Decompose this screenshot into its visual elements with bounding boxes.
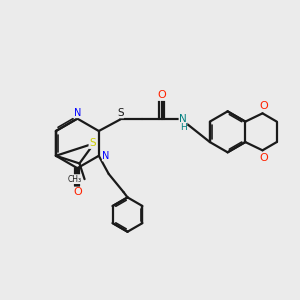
- Text: O: O: [158, 90, 167, 100]
- Text: H: H: [180, 123, 186, 132]
- Text: S: S: [89, 138, 96, 148]
- Text: O: O: [73, 187, 82, 197]
- Text: N: N: [179, 115, 187, 124]
- Text: S: S: [117, 108, 124, 118]
- Text: O: O: [260, 153, 268, 163]
- Text: N: N: [74, 108, 81, 118]
- Text: O: O: [260, 101, 268, 111]
- Text: CH₃: CH₃: [67, 175, 81, 184]
- Text: N: N: [102, 151, 110, 161]
